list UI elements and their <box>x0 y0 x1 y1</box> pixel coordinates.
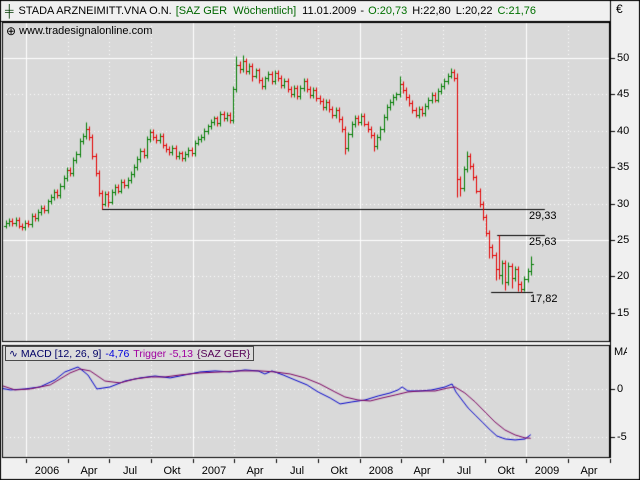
wave-icon: ∿ <box>9 347 18 360</box>
time-tick-label: Okt <box>330 465 348 477</box>
quote-date: 11.01.2009 <box>302 5 357 17</box>
macd-axis-unit-text: MACD <box>614 346 627 358</box>
time-tick-label: 2009 <box>534 465 560 477</box>
price-tick-label: 20 <box>617 270 630 282</box>
time-tick-label: Jul <box>289 465 305 477</box>
price-tick-label: 15 <box>617 307 630 319</box>
high-value: H:22,80 <box>412 5 451 17</box>
indicator-trigger-value: Trigger -5,13 <box>133 347 194 360</box>
price-tick-label: 40 <box>617 125 630 137</box>
annotation-label: 29,33 <box>529 210 557 222</box>
indicator-symbol: {SAZ GER} <box>197 347 251 360</box>
price-axis-unit: € <box>616 2 623 16</box>
low-value: L:20,22 <box>455 5 493 17</box>
time-tick-label: Apr <box>246 465 264 477</box>
watermark-text: www.tradesignalonline.com <box>19 25 153 37</box>
title-bar: ╪ STADA ARZNEIMITT.VNA O.N. [SAZ GER Wöc… <box>5 4 541 18</box>
time-tick-label: Okt <box>163 465 181 477</box>
price-tick-label: 35 <box>617 161 630 173</box>
time-tick-label: Jul <box>456 465 472 477</box>
time-tick-label: Apr <box>413 465 431 477</box>
feed-interval-label: [SAZ GER Wöchentlich] <box>175 5 297 17</box>
instrument-name: STADA ARZNEIMITT.VNA O.N. <box>18 5 172 17</box>
macd-tick-label: 0 <box>617 383 624 395</box>
time-tick-label: 2006 <box>34 465 60 477</box>
macd-axis-unit: MACD <box>614 346 627 358</box>
time-tick-label: 2008 <box>368 465 394 477</box>
time-tick-label: Okt <box>497 465 515 477</box>
price-tick-label: 30 <box>617 198 630 210</box>
main-chart-pane[interactable] <box>2 22 610 342</box>
price-tick-label: 45 <box>617 88 630 100</box>
price-tick-label: 50 <box>617 52 630 64</box>
open-value: O:20,73 <box>368 5 408 17</box>
indicator-name: MACD [12, 26, 9] <box>20 347 102 360</box>
indicator-value: -4,76 <box>105 347 130 360</box>
time-tick-label: 2007 <box>201 465 227 477</box>
macd-header: ∿ MACD [12, 26, 9] -4,76 Trigger -5,13 {… <box>5 346 255 361</box>
price-tick-label: 25 <box>617 234 630 246</box>
watermark: ⊕ www.tradesignalonline.com <box>6 23 153 38</box>
time-tick-label: Apr <box>580 465 598 477</box>
annotation-label: 25,63 <box>529 236 557 248</box>
separator-dash: - <box>360 5 365 17</box>
time-tick-label: Jul <box>122 465 138 477</box>
annotation-label: 17,82 <box>530 293 558 305</box>
macd-pane[interactable] <box>2 345 610 458</box>
ohlc-bar-icon: ╪ <box>5 4 14 18</box>
globe-icon: ⊕ <box>6 23 17 38</box>
time-tick-label: Apr <box>80 465 98 477</box>
close-value: C:21,76 <box>497 5 536 17</box>
macd-tick-label: -5 <box>617 431 627 443</box>
